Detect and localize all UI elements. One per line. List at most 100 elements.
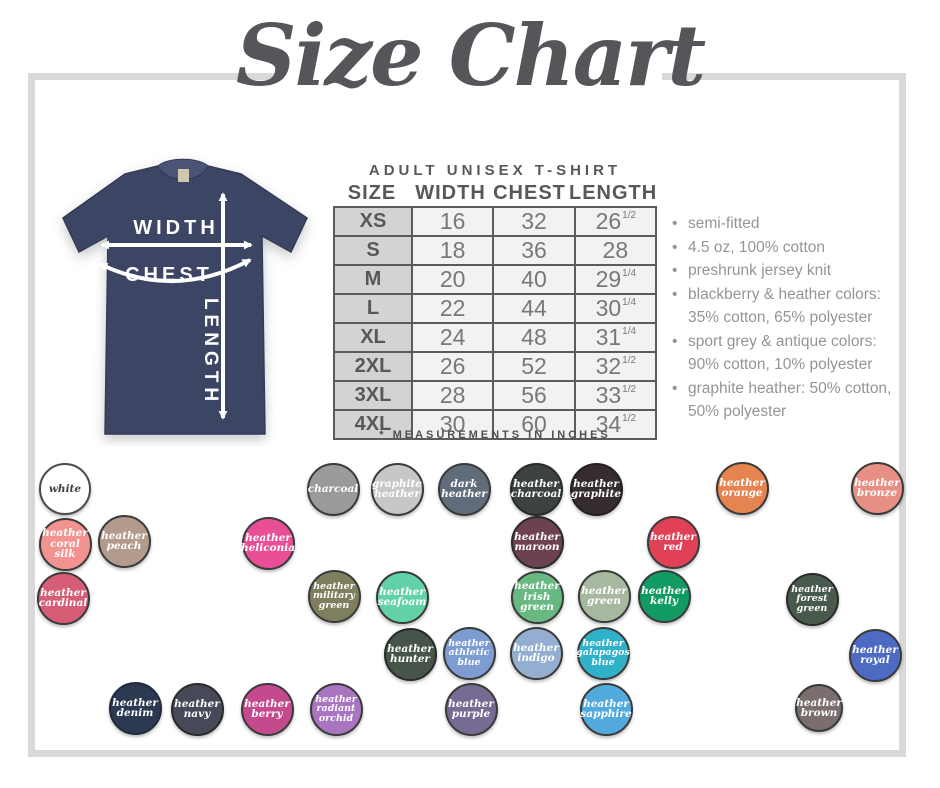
size-table: XS 16 32 261/2 S 18 36 28 M 20 40 291/4 L 22 44 301/4 XL… (333, 206, 658, 440)
table-row: 2XL 26 52 321/2 (333, 351, 658, 382)
color-swatch-heather-maroon: heather maroon (510, 515, 564, 569)
swatch-label: heather peach (101, 529, 147, 552)
bullet-icon: • (672, 262, 678, 279)
length-value: 341/2 (573, 409, 658, 440)
swatch-label: heather coral silk (42, 527, 88, 561)
swatch-label: heather graphite (570, 477, 622, 500)
table-row: L 22 44 301/4 (333, 293, 658, 324)
color-swatch-heather-bronze: heather bronze (850, 461, 904, 515)
feature-item: • 4.5 oz, 100% cotton (672, 236, 922, 260)
bullet-icon: • (672, 379, 678, 397)
swatch-label: heather sapphire (580, 697, 632, 720)
color-swatch-heather-sapphire: heather sapphire (579, 682, 633, 736)
swatch-label: heather radiant orchid (315, 693, 357, 724)
tshirt-neck-tag (178, 169, 189, 182)
table-row: M 20 40 291/4 (333, 264, 658, 295)
feature-item: • preshrunk jersey knit (672, 259, 922, 283)
table-row: XL 24 48 311/4 (333, 322, 658, 353)
chest-value: 60 (492, 409, 576, 440)
swatch-label: heather galapagos blue (576, 637, 630, 668)
color-swatch-heather-forest-green: heather forest green (785, 572, 839, 626)
color-swatch-heather-kelly: heather kelly (637, 569, 691, 623)
width-value: 18 (410, 235, 495, 266)
swatch-label: heather green (581, 584, 627, 607)
swatch-label: heather bronze (854, 476, 900, 499)
length-value: 261/2 (573, 206, 658, 237)
length-value: 321/2 (573, 351, 658, 382)
swatch-label: heather irish green (514, 580, 560, 614)
color-swatch-heather-charcoal: heather charcoal (509, 462, 563, 516)
page-title: Size Chart (235, 6, 706, 105)
feature-item: • semi-fitted (672, 212, 922, 236)
table-footnote: * MEASUREMENTS IN INCHES (379, 429, 611, 441)
chest-value: 32 (492, 206, 576, 237)
feature-text: semi-fitted (688, 215, 760, 232)
feature-text: sport grey & antique colors: 90% cotton, … (688, 332, 877, 374)
swatch-label: heather athletic blue (448, 637, 490, 668)
table-row: 4XL 30 60 341/2 (333, 409, 658, 440)
size-cell: M (333, 264, 413, 295)
color-swatch-heather-berry: heather berry (240, 682, 294, 736)
swatch-label: heather red (650, 530, 696, 553)
color-swatch-heather-navy: heather navy (170, 682, 224, 736)
swatch-label: heather forest green (791, 583, 833, 614)
chest-value: 52 (492, 351, 576, 382)
color-swatch-heather-seafoam: heather seafoam (375, 570, 429, 624)
color-swatch-heather-royal: heather royal (848, 628, 902, 682)
swatch-label: heather kelly (641, 584, 687, 607)
column-header-chest: CHEST (493, 182, 566, 204)
swatch-label: heather charcoal (510, 477, 562, 500)
chest-label: CHEST (125, 264, 213, 286)
swatch-label: heather heliconia (240, 531, 296, 554)
swatch-label: heather cardinal (38, 586, 88, 609)
table-column-headers: SIZE WIDTH CHEST LENGTH (333, 182, 657, 205)
swatch-label: heather indigo (513, 641, 559, 664)
color-swatch-graphite-heather: graphite heather (370, 462, 424, 516)
width-value: 20 (410, 264, 495, 295)
feature-text: graphite heather: 50% cotton, 50% polyest… (688, 379, 892, 421)
swatch-label: heather orange (719, 476, 765, 499)
swatch-label: heather hunter (387, 642, 433, 665)
color-swatch-heather-radiant-orchid: heather radiant orchid (309, 682, 363, 736)
bullet-icon: • (672, 215, 678, 232)
tshirt-measurement-diagram: WIDTH CHEST LENGTH (62, 158, 308, 435)
table-row: 3XL 28 56 331/2 (333, 380, 658, 411)
color-swatch-heather-athletic-blue: heather athletic blue (442, 626, 496, 680)
tshirt-body (62, 165, 308, 435)
color-swatch-heather-orange: heather orange (715, 461, 769, 515)
size-cell: 3XL (333, 380, 413, 411)
column-header-size: SIZE (347, 182, 397, 204)
color-swatch-heather-hunter: heather hunter (383, 627, 437, 681)
width-value: 26 (410, 351, 495, 382)
color-swatch-heather-purple: heather purple (444, 682, 498, 736)
length-value: 291/4 (573, 264, 658, 295)
color-swatch-heather-irish-green: heather irish green (510, 570, 564, 624)
title-background-gap (276, 66, 662, 86)
size-cell: S (333, 235, 413, 266)
width-value: 28 (410, 380, 495, 411)
width-value: 24 (410, 322, 495, 353)
size-cell: 4XL (333, 409, 413, 440)
color-swatch-heather-coral-silk: heather coral silk (38, 517, 92, 571)
table-row: S 18 36 28 (333, 235, 658, 266)
column-header-width: WIDTH (415, 182, 486, 204)
bullet-icon: • (672, 332, 678, 350)
feature-item: • blackberry & heather colors: 35% cotton,… (672, 283, 922, 330)
chest-arrow (98, 258, 252, 284)
swatch-label: heather royal (852, 643, 898, 666)
feature-text: blackberry & heather colors: 35% cotton, … (688, 285, 881, 327)
feature-text: 4.5 oz, 100% cotton (688, 238, 826, 256)
color-swatch-white: white (39, 463, 91, 515)
bullet-icon: • (672, 238, 678, 256)
chest-value: 48 (492, 322, 576, 353)
feature-list: • semi-fitted • 4.5 oz, 100% cotton • preshru… (672, 212, 922, 424)
color-swatch-heather-red: heather red (646, 515, 700, 569)
width-value: 22 (410, 293, 495, 324)
color-swatch-heather-cardinal: heather cardinal (36, 571, 90, 625)
swatch-label: heather seafoam (377, 585, 427, 608)
color-swatch-heather-graphite: heather graphite (569, 462, 623, 516)
color-swatch-charcoal: charcoal (306, 462, 360, 516)
swatch-label: heather maroon (514, 530, 560, 553)
color-swatch-dark-heather: dark heather (437, 462, 491, 516)
